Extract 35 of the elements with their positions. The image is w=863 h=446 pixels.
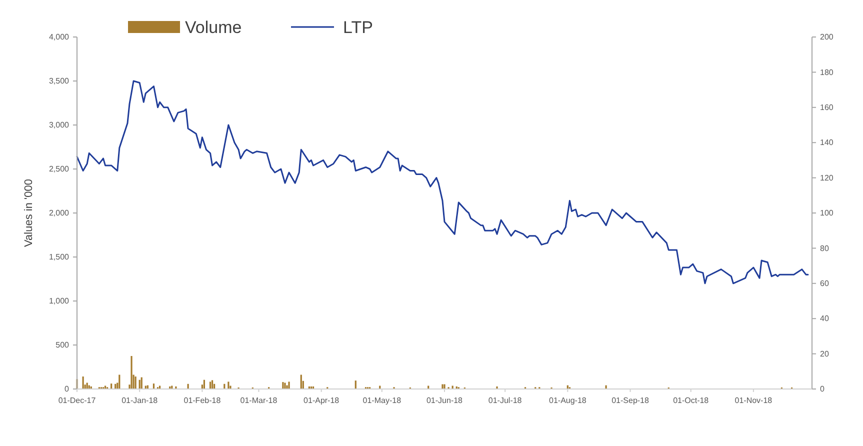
- legend-label: Volume: [185, 18, 242, 37]
- y2-tick-label: 20: [820, 349, 830, 358]
- y-tick-label: 1,500: [48, 252, 70, 262]
- x-tick-label: 01-Jul-18: [488, 396, 522, 405]
- y-tick-label: 3,500: [48, 76, 70, 86]
- x-tick-label: 01-Nov-18: [734, 396, 773, 405]
- x-tick-label: 01-Aug-18: [548, 396, 587, 405]
- x-tick-label: 01-Jan-18: [122, 396, 158, 405]
- y-tick-label: 500: [56, 340, 70, 350]
- x-tick-label: 01-Sep-18: [612, 396, 650, 405]
- y-tick-label: 2,500: [48, 164, 70, 174]
- y2-tick-label: 80: [820, 244, 830, 253]
- x-tick-label: 01-Apr-18: [304, 396, 340, 405]
- y2-tick-label: 200: [820, 32, 834, 42]
- y2-tick-label: 140: [820, 138, 834, 148]
- legend-label: LTP: [343, 18, 373, 37]
- y-tick-label: 4,000: [48, 32, 70, 42]
- x-tick-label: 01-Dec-17: [58, 396, 96, 405]
- y-tick-label: 3,000: [48, 120, 70, 130]
- x-tick-label: 01-Feb-18: [184, 396, 222, 405]
- x-tick-label: 01-Oct-18: [673, 396, 710, 405]
- y2-tick-label: 60: [820, 278, 830, 288]
- y2-tick-label: 100: [820, 208, 834, 218]
- x-tick-label: 01-Jun-18: [426, 396, 464, 405]
- y-tick-label: 0: [64, 384, 70, 394]
- x-tick-label: 01-May-18: [362, 396, 402, 405]
- y2-tick-label: 180: [820, 68, 834, 77]
- y-axis-title: Values in '000: [23, 179, 35, 247]
- y2-tick-label: 160: [820, 102, 834, 112]
- y-tick-label: 1,000: [48, 296, 70, 306]
- y2-tick-label: 0: [820, 384, 825, 394]
- y2-tick-label: 120: [820, 173, 834, 182]
- x-tick-label: 01-Mar-18: [240, 396, 278, 405]
- y-tick-label: 2,000: [48, 208, 70, 218]
- y2-tick-label: 40: [820, 314, 830, 324]
